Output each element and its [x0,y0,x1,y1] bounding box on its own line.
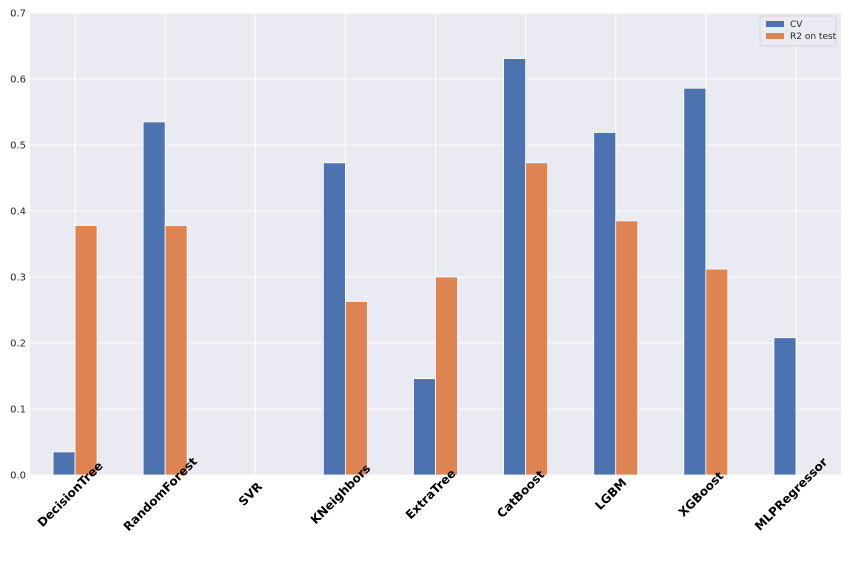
y-tick-label: 0.5 [10,141,26,152]
legend: CV R2 on test [759,15,837,47]
bars [52,58,797,476]
legend-label: CV [790,20,803,30]
bar-cv-randomforest [142,121,166,476]
bar-r2-on-test-lgbm [615,220,639,476]
y-tick-label: 0.4 [10,207,26,218]
bar-r2-on-test-catboost [525,162,549,476]
legend-label: R2 on test [790,32,837,42]
y-tick-label: 0.1 [10,405,26,416]
bar-r2-on-test-decisiontree [74,225,98,476]
y-tick-label: 0.2 [10,339,26,350]
x-tick-label: XGBoost [676,469,727,520]
legend-swatch [766,33,784,39]
bar-cv-extratree [413,378,436,476]
y-tick-label: 0.7 [10,9,26,20]
bar-r2-on-test-xgboost [705,268,729,476]
bar-cv-xgboost [683,87,707,476]
bar-r2-on-test-kneighbors [344,301,368,476]
bar-cv-decisiontree [52,451,76,476]
bar-r2-on-test-extratree [435,276,458,476]
legend-swatch [766,21,784,27]
bar-cv-kneighbors [322,162,346,476]
y-tick-label: 0.0 [10,471,26,482]
x-tick-label: SVR [236,480,265,509]
bar-cv-mlpregressor [773,337,797,476]
y-tick-label: 0.3 [10,273,26,284]
y-tick-label: 0.6 [10,75,26,86]
y-axis-ticks: 0.0 0.1 0.2 0.3 0.4 0.5 0.6 0.7 [10,9,26,482]
bar-cv-lgbm [593,132,617,476]
x-tick-label: LGBM [592,476,629,513]
bar-r2-on-test-randomforest [164,225,188,476]
bar-cv-catboost [503,58,527,476]
